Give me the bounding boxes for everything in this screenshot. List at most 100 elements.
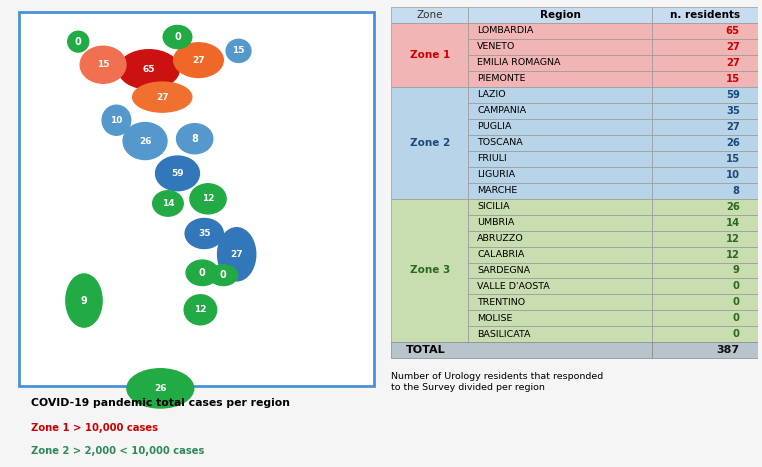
Ellipse shape: [177, 124, 213, 154]
Bar: [652, 7, 758, 23]
Text: Zone 2 > 2,000 < 10,000 cases: Zone 2 > 2,000 < 10,000 cases: [30, 446, 204, 456]
Bar: [468, 262, 652, 278]
Bar: [391, 198, 468, 342]
Bar: [468, 326, 652, 342]
Text: 0: 0: [733, 313, 740, 324]
Text: n. residents: n. residents: [670, 10, 740, 20]
Text: 14: 14: [725, 218, 740, 227]
Bar: [652, 198, 758, 214]
Text: 27: 27: [726, 42, 740, 52]
Text: PUGLIA: PUGLIA: [478, 122, 512, 131]
Bar: [652, 55, 758, 71]
Text: TOTAL: TOTAL: [406, 345, 446, 355]
Text: VALLE D'AOSTA: VALLE D'AOSTA: [478, 282, 550, 291]
Bar: [468, 7, 652, 23]
Text: 14: 14: [162, 199, 174, 208]
Bar: [468, 71, 652, 87]
Text: LAZIO: LAZIO: [478, 90, 506, 99]
Text: 59: 59: [726, 90, 740, 100]
Ellipse shape: [218, 228, 256, 281]
Text: 15: 15: [97, 60, 109, 69]
Text: UMBRIA: UMBRIA: [478, 218, 515, 227]
Text: 27: 27: [156, 92, 168, 102]
Bar: [468, 278, 652, 294]
Text: 0: 0: [733, 282, 740, 291]
Text: Region: Region: [539, 10, 581, 20]
Text: 8: 8: [191, 134, 198, 144]
Ellipse shape: [226, 39, 251, 63]
Text: 27: 27: [230, 250, 243, 259]
Text: 9: 9: [733, 265, 740, 276]
Ellipse shape: [133, 82, 192, 112]
Text: 8: 8: [733, 185, 740, 196]
Bar: [652, 295, 758, 311]
Text: 0: 0: [199, 268, 206, 278]
Text: 15: 15: [725, 74, 740, 84]
Bar: [652, 231, 758, 247]
Text: EMILIA ROMAGNA: EMILIA ROMAGNA: [478, 58, 561, 67]
Text: 12: 12: [726, 234, 740, 244]
Bar: [391, 87, 468, 198]
Text: CALABRIA: CALABRIA: [478, 250, 525, 259]
Bar: [652, 103, 758, 119]
Text: CAMPANIA: CAMPANIA: [478, 106, 527, 115]
Text: 0: 0: [75, 36, 82, 47]
Text: 65: 65: [726, 26, 740, 36]
Bar: [652, 71, 758, 87]
Bar: [652, 167, 758, 183]
Bar: [468, 23, 652, 39]
Text: PIEMONTE: PIEMONTE: [478, 74, 526, 83]
Text: 35: 35: [726, 106, 740, 116]
Text: SICILIA: SICILIA: [478, 202, 510, 211]
Bar: [468, 247, 652, 262]
Text: 387: 387: [717, 345, 740, 355]
Bar: [468, 134, 652, 151]
Ellipse shape: [80, 46, 126, 83]
Ellipse shape: [123, 122, 167, 160]
Bar: [391, 7, 468, 23]
Bar: [652, 183, 758, 198]
Ellipse shape: [102, 105, 131, 135]
Ellipse shape: [155, 156, 200, 191]
Text: 12: 12: [194, 305, 207, 314]
Bar: [391, 23, 468, 87]
Text: Zone: Zone: [417, 10, 443, 20]
Text: 59: 59: [171, 169, 184, 178]
Bar: [468, 231, 652, 247]
Bar: [468, 198, 652, 214]
Bar: [468, 167, 652, 183]
Bar: [468, 311, 652, 326]
Text: TOSCANA: TOSCANA: [478, 138, 523, 147]
Text: 26: 26: [726, 138, 740, 148]
Bar: [652, 39, 758, 55]
Bar: [468, 87, 652, 103]
Bar: [468, 295, 652, 311]
Text: MOLISE: MOLISE: [478, 314, 513, 323]
Ellipse shape: [68, 31, 88, 52]
Bar: [468, 103, 652, 119]
Ellipse shape: [152, 191, 183, 216]
Bar: [652, 215, 758, 231]
Text: 26: 26: [139, 136, 152, 146]
Bar: [468, 183, 652, 198]
Ellipse shape: [127, 369, 194, 408]
Text: 10: 10: [726, 170, 740, 180]
Text: 35: 35: [198, 229, 210, 238]
Text: 65: 65: [142, 65, 155, 74]
Bar: [652, 326, 758, 342]
Ellipse shape: [184, 295, 216, 325]
Text: TRENTINO: TRENTINO: [478, 298, 526, 307]
Text: Zone 3: Zone 3: [409, 265, 450, 276]
Text: 27: 27: [726, 122, 740, 132]
Text: 27: 27: [192, 56, 205, 64]
Bar: [391, 342, 652, 358]
Text: COVID-19 pandemic total cases per region: COVID-19 pandemic total cases per region: [30, 397, 290, 408]
Bar: [468, 119, 652, 134]
Bar: [652, 278, 758, 294]
Text: 10: 10: [110, 116, 123, 125]
Text: 0: 0: [733, 329, 740, 340]
Text: 0: 0: [220, 270, 226, 280]
Bar: [652, 23, 758, 39]
Text: LOMBARDIA: LOMBARDIA: [478, 27, 533, 35]
Text: Zone 1 > 10,000 cases: Zone 1 > 10,000 cases: [30, 423, 158, 433]
